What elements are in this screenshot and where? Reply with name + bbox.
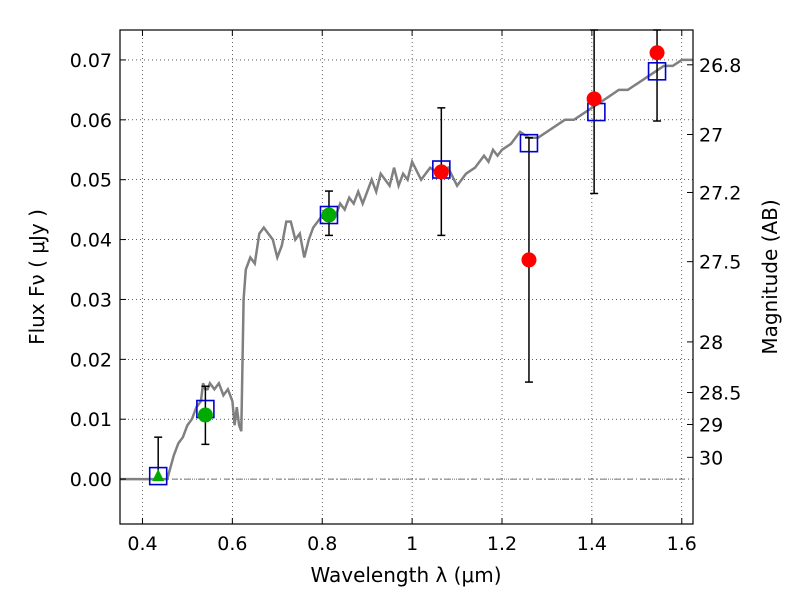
right-axis-label: Magnitude (AB) [758,199,782,354]
right-axis-ticks: 26.8 27 27.2 27.5 28 28.5 29 30 [687,55,741,469]
grid-lines [120,30,693,524]
y-tick-label: 0.02 [70,349,112,371]
model-spectrum-line [120,58,693,481]
x-axis-label: Wavelength λ (μm) [310,563,501,587]
x-tick-label: 0.6 [217,533,247,555]
y-tick-label: 0.05 [70,170,112,192]
x-tick-label: 1.4 [577,533,607,555]
y-tick-label: 0.01 [70,409,112,431]
model-point [148,466,168,486]
y-tick-label: 0.04 [70,230,112,252]
x-tick-label: 1.6 [667,533,697,555]
y-tick-label: 0.07 [70,50,112,72]
y-axis-label: Flux Fν ( μJy ) [25,209,49,345]
model-point [319,205,339,225]
data-points [148,45,667,486]
x-tick-label: 1.2 [487,533,517,555]
model-point [647,62,667,81]
model-point [519,133,539,153]
right-tick-label: 27 [699,125,723,147]
observed-point [521,252,537,268]
x-tick-label: 0.8 [307,533,337,555]
observed-point [586,91,602,107]
y-tick-label: 0.06 [70,110,112,132]
detected-point [197,407,213,423]
x-tick-label: 1 [406,533,418,555]
right-tick-label: 30 [699,447,723,469]
right-tick-label: 27.5 [699,252,741,274]
right-tick-label: 26.8 [699,55,741,77]
right-tick-label: 28.5 [699,383,741,405]
y-tick-label: 0.03 [70,289,112,311]
detected-point [321,207,337,223]
detected-triangle-point [152,469,165,482]
right-tick-label: 27.2 [699,182,741,204]
observed-point [649,45,665,61]
right-tick-label: 28 [699,332,723,354]
observed-point [433,164,449,180]
plot-frame [119,29,694,525]
right-tick-label: 29 [699,414,723,436]
y-axis-ticks: 0.00 0.01 0.02 0.03 0.04 0.05 0.06 0.07 [70,50,126,491]
model-spectrum [120,58,693,481]
x-tick-label: 0.4 [127,533,157,555]
error-bars [154,29,662,480]
x-axis-ticks: 0.4 0.6 0.8 1 1.2 1.4 1.6 [127,30,697,555]
y-tick-label: 0.00 [70,469,112,491]
